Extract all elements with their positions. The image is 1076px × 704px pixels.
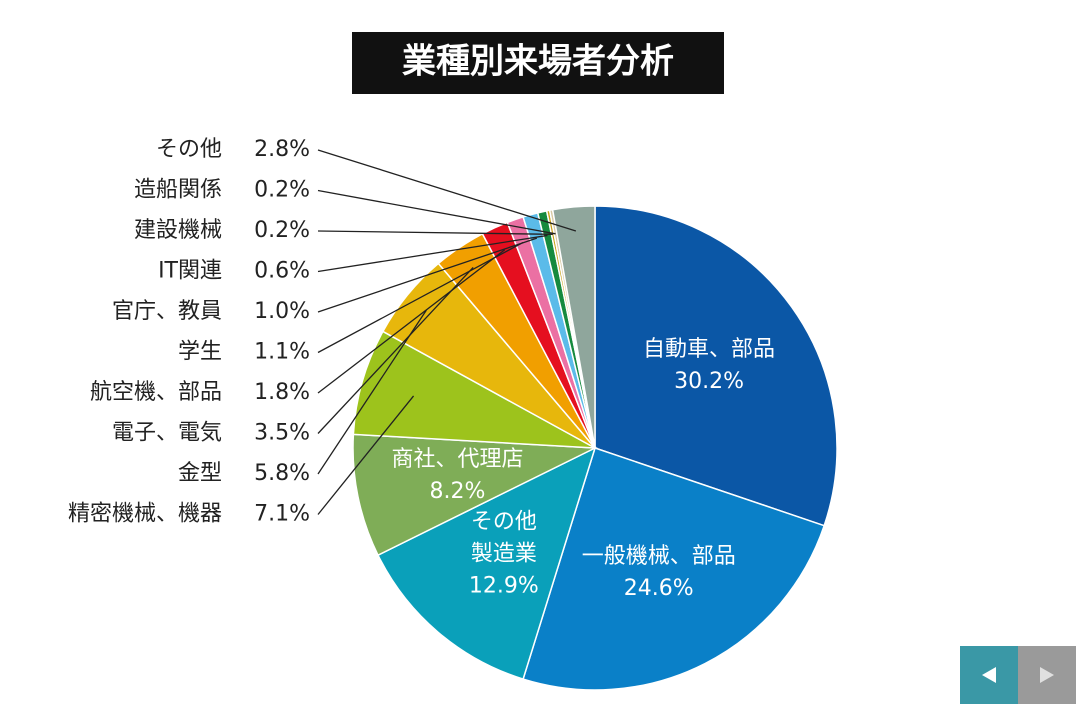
outer-value: 1.1% xyxy=(254,340,310,365)
slice-value: 24.6% xyxy=(624,576,694,601)
outer-value: 1.8% xyxy=(254,380,310,405)
leader-line xyxy=(317,309,427,475)
outer-label: 精密機械、機器 xyxy=(68,502,222,527)
outer-label: 金型 xyxy=(178,461,222,486)
next-icon xyxy=(1040,667,1054,683)
slice-value: 30.2% xyxy=(674,369,744,394)
slice-label: 商社、代理店 xyxy=(391,447,523,472)
outer-label: 学生 xyxy=(178,340,222,365)
next-button[interactable] xyxy=(1018,646,1076,704)
outer-value: 0.6% xyxy=(254,259,310,284)
outer-value: 1.0% xyxy=(254,299,310,324)
outer-value: 2.8% xyxy=(254,137,310,162)
leader-line xyxy=(317,149,577,232)
outer-label: 電子、電気 xyxy=(112,421,222,446)
prev-button[interactable] xyxy=(960,646,1018,704)
outer-label: IT関連 xyxy=(158,259,222,284)
pie-slice xyxy=(377,446,597,681)
pie-slice xyxy=(551,205,596,449)
outer-label: 建設機械 xyxy=(134,218,222,243)
outer-label: 官庁、教員 xyxy=(112,299,222,324)
outer-value: 5.8% xyxy=(254,461,310,486)
leader-line xyxy=(317,241,524,354)
leader-line xyxy=(317,230,553,235)
pie-slice xyxy=(352,330,596,449)
slice-value: 12.9% xyxy=(469,574,539,599)
outer-value: 0.2% xyxy=(254,218,310,243)
outer-value: 3.5% xyxy=(254,421,310,446)
leader-line xyxy=(317,234,548,273)
leader-line xyxy=(317,237,538,313)
pie-slice xyxy=(594,205,838,527)
outer-value: 0.2% xyxy=(254,178,310,203)
outer-value: 7.1% xyxy=(254,502,310,527)
outer-label: その他 xyxy=(156,137,222,162)
slice-value: 8.2% xyxy=(430,479,486,504)
slice-label: その他製造業 xyxy=(471,510,537,567)
pie-slice xyxy=(352,433,598,557)
leader-line xyxy=(317,395,415,515)
outer-label: 造船関係 xyxy=(134,178,222,203)
leader-line xyxy=(317,249,506,394)
leader-line xyxy=(317,189,556,235)
leader-line xyxy=(317,267,474,434)
outer-label: 航空機、部品 xyxy=(90,380,222,405)
chart-title: 業種別来場者分析 xyxy=(402,42,674,82)
prev-icon xyxy=(982,667,996,683)
pie-slice xyxy=(522,447,826,691)
title-box xyxy=(352,32,724,94)
slice-label: 一般機械、部品 xyxy=(582,544,736,569)
slice-label: 自動車、部品 xyxy=(643,337,775,362)
